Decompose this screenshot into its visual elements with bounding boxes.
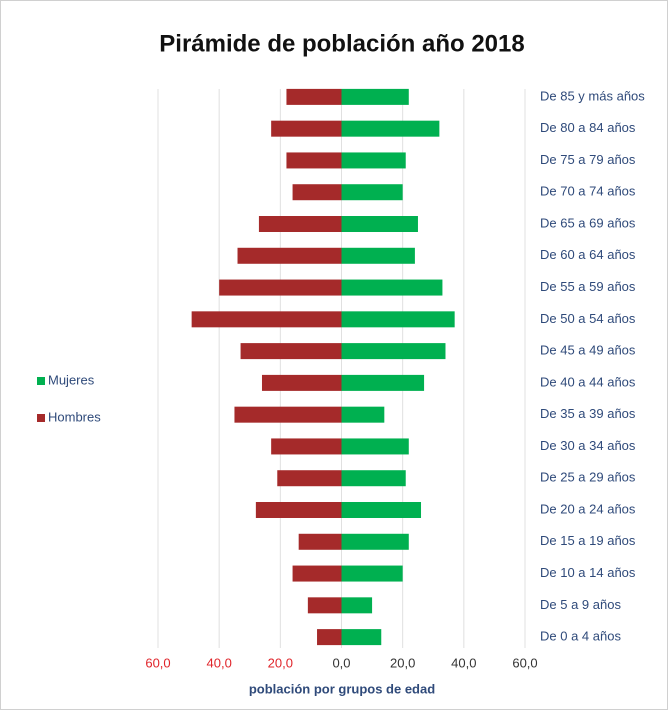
bar (341, 565, 403, 582)
bar (271, 120, 342, 137)
bar (191, 311, 342, 328)
y-tick-label: De 15 a 19 años (540, 533, 636, 548)
x-tick-label: 60,0 (145, 655, 170, 670)
bar (240, 343, 342, 360)
x-axis-label: población por grupos de edad (249, 681, 435, 696)
y-tick-label: De 30 a 34 años (540, 438, 636, 453)
bar (286, 88, 342, 105)
y-tick-label: De 35 a 39 años (540, 406, 636, 421)
bar (258, 216, 342, 232)
bar (341, 470, 406, 487)
chart-title: Pirámide de población año 2018 (159, 30, 524, 57)
y-tick-label: De 40 a 44 años (540, 374, 636, 389)
x-tick-label: 20,0 (390, 655, 415, 670)
bar (341, 502, 422, 518)
bar (298, 533, 342, 550)
bar (341, 533, 409, 550)
bar (219, 279, 342, 296)
legend-swatch (37, 414, 45, 422)
bar (341, 152, 406, 169)
bar (341, 311, 455, 328)
y-tick-label: De 75 a 79 años (540, 152, 636, 167)
y-tick-label: De 10 a 14 años (540, 565, 636, 580)
y-tick-label: De 0 a 4 años (540, 629, 621, 644)
y-tick-label: De 20 a 24 años (540, 501, 636, 516)
y-tick-label: De 50 a 54 años (540, 311, 636, 326)
bar (286, 152, 342, 169)
bar (341, 374, 425, 391)
y-tick-label: De 70 a 74 años (540, 184, 636, 199)
bar (317, 629, 342, 646)
x-tick-label: 40,0 (207, 655, 232, 670)
legend-label: Mujeres (48, 372, 95, 387)
x-tick-label: 60,0 (512, 655, 537, 670)
bar (292, 565, 342, 582)
y-tick-label: De 45 a 49 años (540, 343, 636, 358)
bar (277, 470, 342, 487)
x-tick-label: 0,0 (332, 655, 350, 670)
bar (237, 247, 342, 264)
y-tick-label: De 55 a 59 años (540, 279, 636, 294)
y-tick-label: De 60 a 64 años (540, 247, 636, 262)
bar (255, 502, 342, 518)
bar (341, 120, 440, 137)
bar (341, 597, 373, 614)
y-tick-label: De 5 a 9 años (540, 597, 621, 612)
bar (271, 438, 342, 455)
bar (261, 374, 342, 391)
bar (234, 406, 342, 423)
bar (341, 406, 385, 423)
y-tick-label: De 80 a 84 años (540, 120, 636, 135)
bar (307, 597, 342, 614)
bar (341, 438, 409, 455)
bar (341, 279, 443, 296)
y-tick-label: De 25 a 29 años (540, 470, 636, 485)
bar (341, 184, 403, 201)
bar (341, 629, 382, 646)
x-tick-label: 20,0 (268, 655, 293, 670)
legend-swatch (37, 377, 45, 385)
bar (341, 343, 446, 360)
bar (341, 88, 409, 105)
legend-label: Hombres (48, 409, 101, 424)
x-tick-label: 40,0 (451, 655, 476, 670)
bar (341, 216, 418, 232)
bar (341, 247, 415, 264)
y-tick-label: De 65 a 69 años (540, 215, 636, 230)
y-tick-label: De 85 y más años (540, 88, 645, 103)
bar (292, 184, 342, 201)
